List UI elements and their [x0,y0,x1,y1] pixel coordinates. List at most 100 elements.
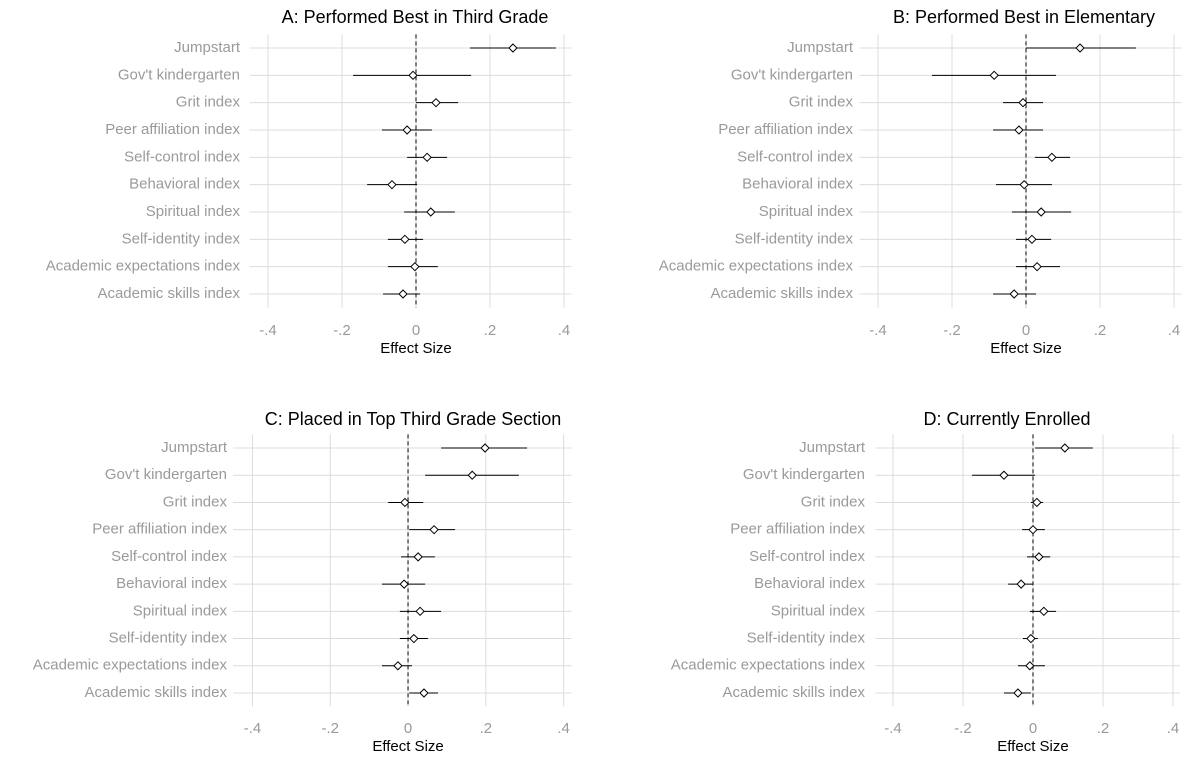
panel-title: D: Currently Enrolled [923,409,1090,429]
category-label: Jumpstart [161,439,228,456]
x-tick-label: .4 [1168,322,1181,339]
point-estimate [1060,443,1070,453]
category-label: Gov't kindergarten [105,466,227,483]
category-label: Self-control index [749,548,865,565]
point-estimate [387,179,397,190]
category-label: Academic skills index [710,285,853,302]
category-label: Grit index [163,493,228,510]
point-estimate [1028,524,1038,535]
category-label: Academic skills index [722,684,865,701]
x-axis-label: Effect Size [997,738,1068,755]
category-label: Academic expectations index [33,657,228,674]
category-label: Behavioral index [742,176,853,193]
point-estimate [1026,633,1036,644]
category-label: Self-identity index [747,630,866,647]
point-estimate [422,152,432,163]
point-estimate [508,43,518,53]
category-label: Peer affiliation index [105,121,240,138]
point-estimate [1039,606,1049,617]
point-estimate [409,633,419,644]
point-estimate [989,70,999,81]
point-estimate [399,579,409,589]
category-label: Gov't kindergarten [743,466,865,483]
point-estimate [429,524,439,535]
x-tick-label: .2 [484,322,497,339]
x-tick-label: -.2 [321,720,339,737]
x-tick-label: 0 [412,322,420,339]
category-label: Academic expectations index [46,258,241,275]
point-estimate [431,97,441,108]
point-estimate [1036,207,1046,217]
category-label: Jumpstart [799,439,866,456]
point-estimate [467,470,477,480]
panel-title: C: Placed in Top Third Grade Section [265,409,562,429]
category-label: Gov't kindergarten [118,66,240,83]
x-tick-label: -.2 [954,720,972,737]
point-estimate [413,552,423,562]
point-estimate [1034,552,1044,562]
x-tick-label: 0 [404,720,412,737]
category-label: Self-control index [124,148,240,165]
category-label: Spiritual index [759,203,854,220]
x-tick-label: 0 [1022,322,1030,339]
point-estimate [419,688,429,698]
category-label: Jumpstart [174,39,241,56]
panel-title: A: Performed Best in Third Grade [282,7,549,27]
point-estimate [1075,43,1085,53]
x-tick-label: -.4 [244,720,262,737]
point-estimate [1019,179,1029,190]
point-estimate [400,497,410,508]
panel-title: B: Performed Best in Elementary [893,7,1155,27]
point-estimate [1027,234,1037,245]
category-label: Behavioral index [129,176,240,193]
point-estimate [480,443,490,453]
point-estimate [1014,125,1024,135]
x-tick-label: -.4 [869,322,887,339]
category-label: Behavioral index [116,575,227,592]
x-tick-label: -.2 [943,322,961,339]
category-label: Grit index [176,94,241,111]
x-tick-label: .2 [1097,720,1110,737]
point-estimate [400,234,410,245]
category-label: Academic expectations index [659,258,854,275]
category-label: Grit index [801,493,866,510]
x-tick-label: -.2 [333,322,351,339]
point-estimate [999,470,1009,480]
point-estimate [415,606,425,617]
point-estimate [1032,261,1042,272]
point-estimate [1013,688,1023,698]
x-tick-label: -.4 [259,322,277,339]
point-estimate [408,70,418,81]
point-estimate [398,289,408,299]
x-axis-label: Effect Size [372,738,443,755]
x-tick-label: .4 [557,720,570,737]
category-label: Academic skills index [84,684,227,701]
category-label: Self-control index [737,148,853,165]
x-tick-label: 0 [1029,720,1037,737]
x-axis-label: Effect Size [380,340,451,357]
category-label: Academic skills index [97,285,240,302]
category-label: Spiritual index [146,203,241,220]
point-estimate [1009,289,1019,299]
x-tick-label: .4 [558,322,571,339]
category-label: Academic expectations index [671,657,866,674]
point-estimate [1016,579,1026,589]
category-label: Self-control index [111,548,227,565]
category-label: Peer affiliation index [730,521,865,538]
category-label: Gov't kindergarten [731,66,853,83]
point-estimate [410,261,420,272]
category-label: Self-identity index [109,630,228,647]
point-estimate [1018,97,1028,108]
category-label: Spiritual index [133,602,228,619]
category-label: Jumpstart [787,39,854,56]
x-axis-label: Effect Size [990,340,1061,357]
category-label: Self-identity index [735,230,854,247]
category-label: Self-identity index [122,230,241,247]
category-label: Grit index [789,94,854,111]
category-label: Peer affiliation index [718,121,853,138]
x-tick-label: -.4 [884,720,902,737]
category-label: Behavioral index [754,575,865,592]
category-label: Peer affiliation index [92,521,227,538]
x-tick-label: .2 [480,720,493,737]
